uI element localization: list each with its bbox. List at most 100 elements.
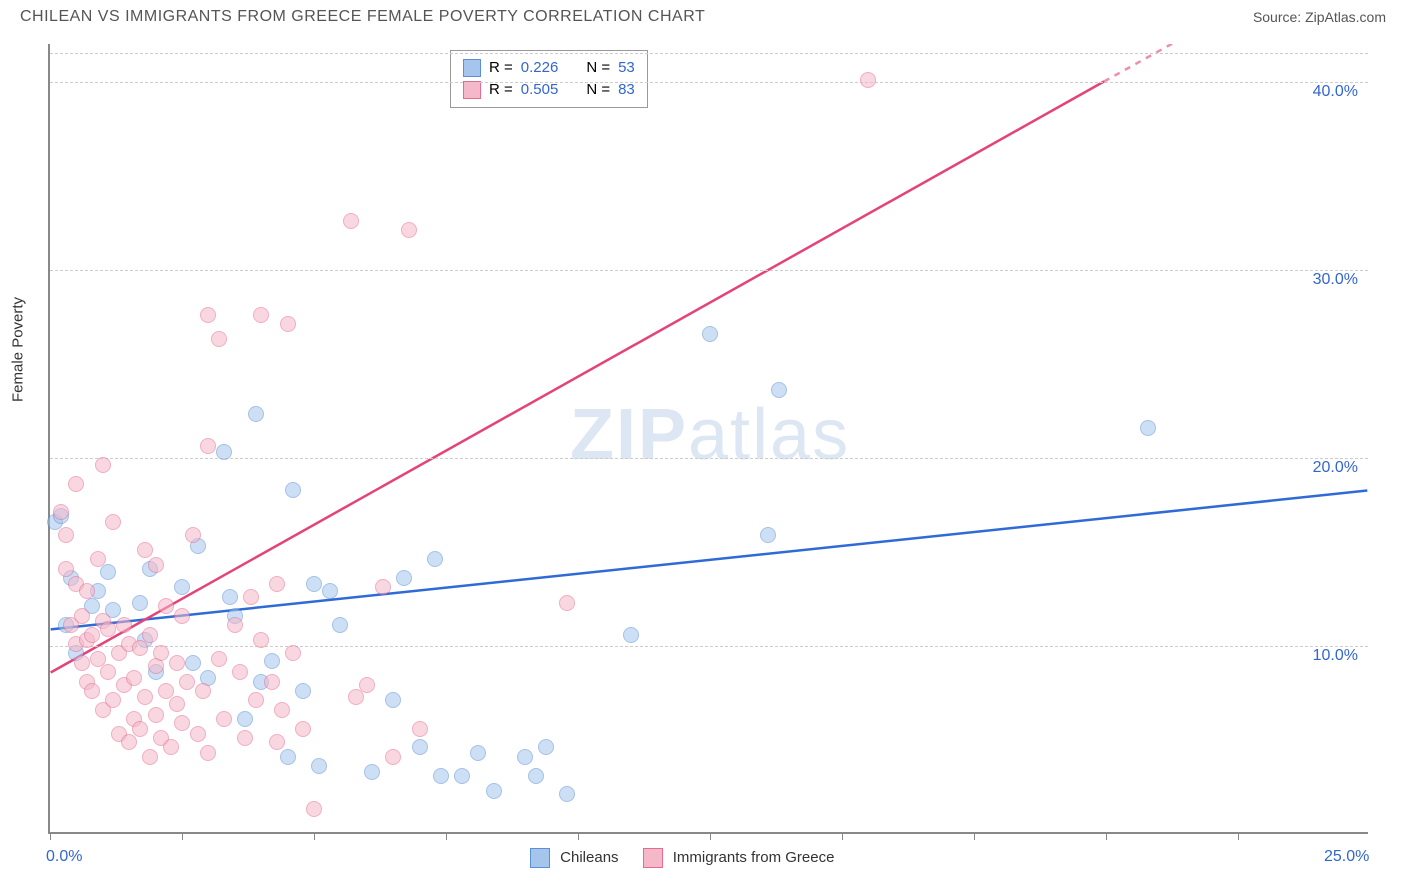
scatter-point-pink (200, 307, 216, 323)
y-tick-label: 10.0% (1313, 647, 1358, 665)
x-tick-0: 0.0% (46, 848, 82, 866)
scatter-point-blue (237, 711, 253, 727)
scatter-point-blue (412, 739, 428, 755)
x-tick (182, 832, 183, 840)
scatter-point-pink (142, 627, 158, 643)
scatter-point-pink (163, 739, 179, 755)
scatter-point-pink (84, 683, 100, 699)
scatter-point-blue (470, 745, 486, 761)
scatter-point-blue (538, 739, 554, 755)
scatter-point-pink (401, 222, 417, 238)
grid-line (50, 270, 1368, 271)
scatter-point-pink (174, 608, 190, 624)
chart-plot-area: ZIPatlas R = 0.226 N = 53 R = 0.505 N = … (48, 44, 1368, 834)
scatter-point-blue (306, 576, 322, 592)
watermark: ZIPatlas (570, 394, 850, 476)
trend-line-dashed (1104, 44, 1367, 82)
r-label: R = (489, 57, 513, 79)
scatter-point-pink (137, 542, 153, 558)
trend-line (51, 491, 1368, 630)
grid-line (50, 53, 1368, 54)
scatter-point-pink (74, 655, 90, 671)
scatter-point-blue (311, 758, 327, 774)
legend-item-2: Immigrants from Greece (643, 848, 835, 868)
legend-row-1: R = 0.226 N = 53 (463, 57, 635, 79)
x-tick (842, 832, 843, 840)
scatter-point-pink (105, 692, 121, 708)
swatch-blue-icon (463, 59, 481, 77)
grid-line (50, 646, 1368, 647)
scatter-point-pink (306, 801, 322, 817)
scatter-point-blue (433, 768, 449, 784)
scatter-point-pink (153, 645, 169, 661)
scatter-point-blue (771, 382, 787, 398)
scatter-point-pink (105, 514, 121, 530)
scatter-point-pink (559, 595, 575, 611)
scatter-point-pink (121, 734, 137, 750)
scatter-point-blue (702, 326, 718, 342)
legend-label-2: Immigrants from Greece (673, 849, 835, 866)
scatter-point-blue (264, 653, 280, 669)
scatter-point-blue (295, 683, 311, 699)
y-tick-label: 40.0% (1313, 83, 1358, 101)
x-tick (1238, 832, 1239, 840)
scatter-point-pink (185, 527, 201, 543)
scatter-point-pink (269, 576, 285, 592)
x-tick (1106, 832, 1107, 840)
chart-title: CHILEAN VS IMMIGRANTS FROM GREECE FEMALE… (20, 8, 705, 26)
swatch-pink-icon (463, 81, 481, 99)
scatter-point-blue (517, 749, 533, 765)
scatter-point-blue (322, 583, 338, 599)
scatter-point-pink (132, 721, 148, 737)
scatter-point-pink (253, 307, 269, 323)
scatter-point-pink (126, 670, 142, 686)
scatter-point-pink (148, 707, 164, 723)
scatter-point-pink (285, 645, 301, 661)
scatter-point-blue (132, 595, 148, 611)
scatter-point-pink (211, 651, 227, 667)
swatch-pink-icon (643, 848, 663, 868)
scatter-point-pink (195, 683, 211, 699)
scatter-point-blue (385, 692, 401, 708)
legend-label-1: Chileans (560, 849, 618, 866)
scatter-point-blue (528, 768, 544, 784)
scatter-point-pink (375, 579, 391, 595)
scatter-point-blue (454, 768, 470, 784)
scatter-point-pink (385, 749, 401, 765)
x-tick (50, 832, 51, 840)
r-value-1: 0.226 (521, 57, 559, 79)
scatter-point-pink (90, 551, 106, 567)
scatter-point-blue (185, 655, 201, 671)
scatter-point-pink (253, 632, 269, 648)
scatter-point-blue (174, 579, 190, 595)
x-tick-25: 25.0% (1324, 848, 1369, 866)
scatter-point-blue (216, 444, 232, 460)
scatter-point-pink (295, 721, 311, 737)
x-tick (974, 832, 975, 840)
scatter-point-pink (274, 702, 290, 718)
scatter-point-pink (264, 674, 280, 690)
scatter-point-blue (427, 551, 443, 567)
scatter-point-pink (179, 674, 195, 690)
scatter-point-pink (116, 617, 132, 633)
scatter-point-pink (280, 316, 296, 332)
scatter-point-pink (169, 655, 185, 671)
scatter-point-pink (216, 711, 232, 727)
scatter-point-pink (200, 745, 216, 761)
scatter-point-blue (100, 564, 116, 580)
x-tick (314, 832, 315, 840)
grid-line (50, 82, 1368, 83)
x-tick (578, 832, 579, 840)
scatter-point-blue (285, 482, 301, 498)
scatter-point-pink (53, 504, 69, 520)
x-tick (446, 832, 447, 840)
scatter-point-blue (486, 783, 502, 799)
scatter-point-pink (237, 730, 253, 746)
scatter-point-blue (559, 786, 575, 802)
scatter-point-pink (132, 640, 148, 656)
scatter-point-blue (396, 570, 412, 586)
scatter-point-pink (74, 608, 90, 624)
scatter-point-pink (860, 72, 876, 88)
trend-line (51, 82, 1104, 673)
scatter-point-pink (190, 726, 206, 742)
